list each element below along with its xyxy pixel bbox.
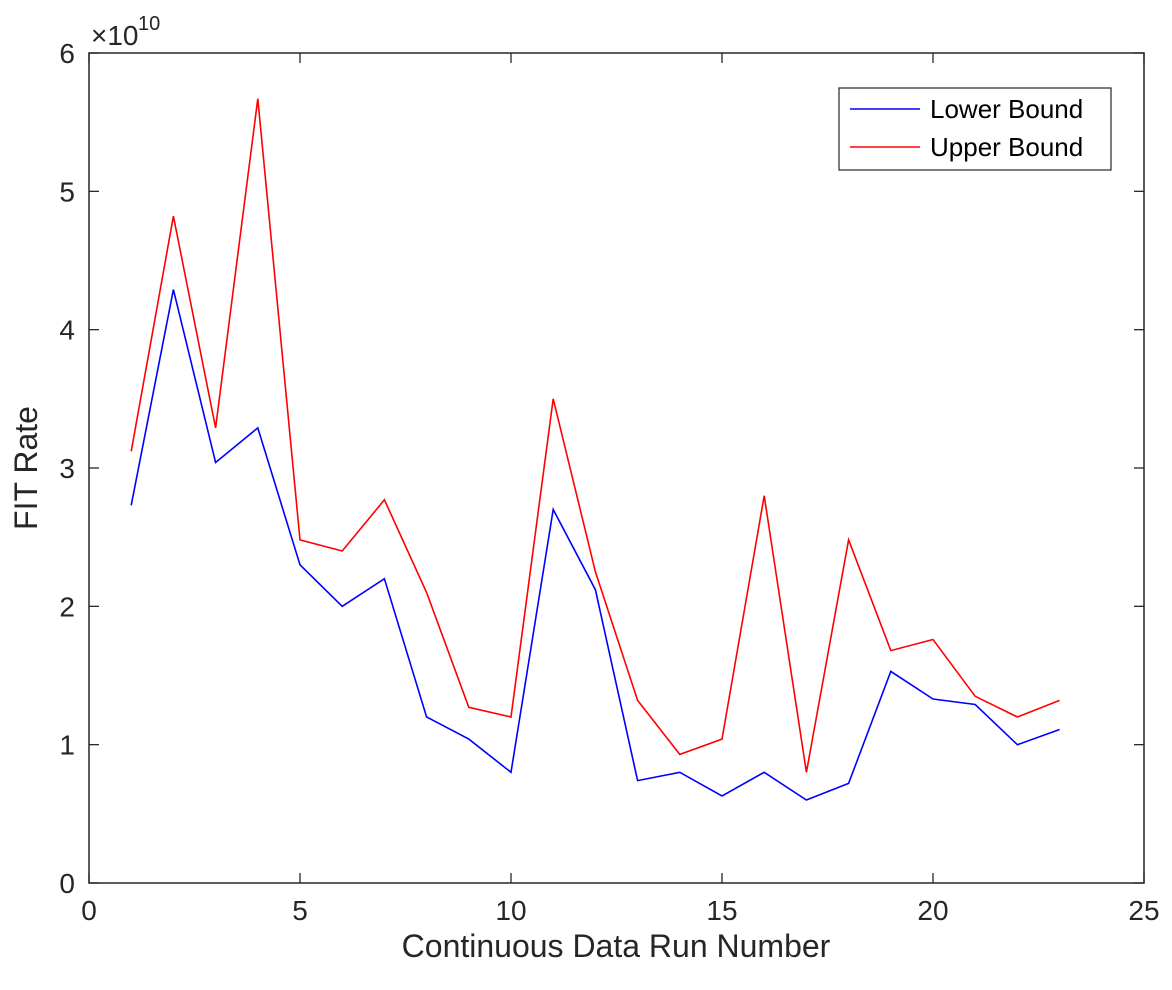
x-tick-label: 20 <box>917 895 948 926</box>
x-tick-label: 10 <box>495 895 526 926</box>
y-multiplier-exponent: 10 <box>138 13 160 35</box>
legend-label-upper-bound: Upper Bound <box>930 132 1083 162</box>
y-tick-label: 5 <box>59 176 75 207</box>
x-axis-label: Continuous Data Run Number <box>402 928 831 964</box>
axes-box <box>88 52 1145 884</box>
y-tick-label: 2 <box>59 591 75 622</box>
y-tick-label: 3 <box>59 453 75 484</box>
y-tick-label: 0 <box>59 868 75 899</box>
plot-area <box>89 53 1144 883</box>
legend-label-lower-bound: Lower Bound <box>930 94 1083 124</box>
x-tick-label: 0 <box>81 895 97 926</box>
y-axis-multiplier: ×10 10 <box>91 13 160 51</box>
series-line-upper-bound <box>130 98 1060 773</box>
x-tick-label: 5 <box>292 895 308 926</box>
x-tick-label: 25 <box>1128 895 1159 926</box>
y-multiplier-base: ×10 <box>91 20 139 51</box>
y-tick-label: 1 <box>59 730 75 761</box>
y-tick-label: 6 <box>59 38 75 69</box>
series-lines <box>130 98 1060 801</box>
y-tick-label: 4 <box>59 315 75 346</box>
legend: Lower Bound Upper Bound <box>838 87 1112 171</box>
legend-box <box>838 87 1112 171</box>
axis-ticks: 0 5 10 15 20 25 0 1 2 3 4 5 6 <box>59 38 1159 926</box>
y-axis-label: FIT Rate <box>8 406 44 530</box>
x-tick-label: 15 <box>706 895 737 926</box>
series-line-lower-bound <box>130 289 1060 801</box>
